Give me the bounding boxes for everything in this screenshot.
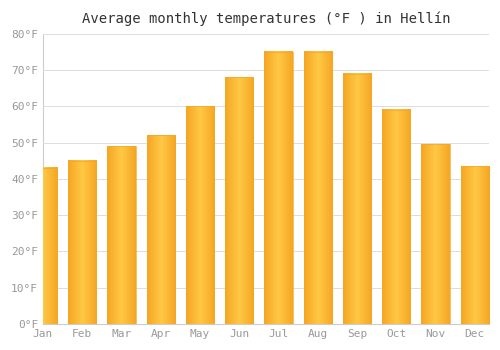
- Bar: [304, 52, 332, 324]
- Bar: [29, 168, 57, 324]
- Bar: [146, 135, 175, 324]
- Bar: [225, 77, 254, 324]
- Bar: [343, 74, 371, 324]
- Bar: [68, 161, 96, 324]
- Bar: [264, 52, 292, 324]
- Bar: [460, 166, 489, 324]
- Bar: [108, 146, 136, 324]
- Bar: [186, 106, 214, 324]
- Title: Average monthly temperatures (°F ) in Hellín: Average monthly temperatures (°F ) in He…: [82, 11, 450, 26]
- Bar: [382, 110, 410, 324]
- Bar: [422, 145, 450, 324]
